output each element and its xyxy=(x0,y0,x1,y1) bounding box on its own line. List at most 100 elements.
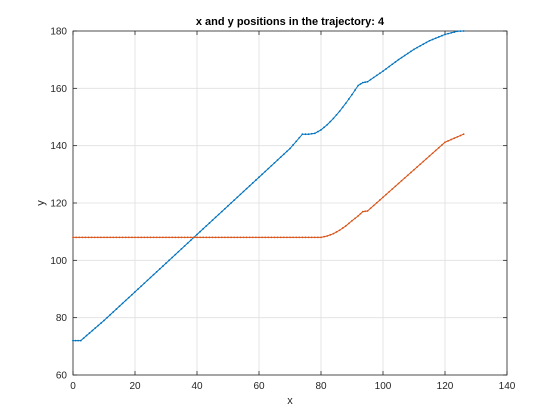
series-2-point xyxy=(236,236,239,239)
series-1-point xyxy=(366,80,369,83)
series-2-point xyxy=(364,210,367,213)
series-1-point xyxy=(369,78,372,81)
series-1-point xyxy=(165,262,167,265)
series-1-point xyxy=(304,133,307,136)
series-1-point xyxy=(220,210,223,213)
series-2-point xyxy=(310,236,313,239)
series-1-point xyxy=(152,273,155,276)
series-2-point xyxy=(248,236,251,239)
ticks: 0 20 40 60 80 100 120 140 60 80 100 120 140 160 180 xyxy=(50,27,515,393)
series-1-point xyxy=(174,253,177,256)
series-2-point xyxy=(255,236,257,239)
series-2-point xyxy=(282,236,285,239)
series-2-point xyxy=(388,190,391,193)
series-1-point xyxy=(217,213,220,216)
series-1-point xyxy=(364,81,367,84)
series-1-point xyxy=(267,167,270,170)
series-1-point xyxy=(230,202,233,204)
series-2-point xyxy=(304,236,307,239)
series-2-point xyxy=(199,236,202,239)
y-tick-label: 160 xyxy=(50,84,67,95)
series-2-point xyxy=(90,236,93,239)
series-1-point xyxy=(124,299,127,302)
series-1-point xyxy=(171,256,174,259)
series-1-point xyxy=(323,126,325,129)
series-1-point xyxy=(385,67,387,70)
series-2-point xyxy=(372,204,375,207)
series-2-point xyxy=(72,236,74,239)
series-2-point xyxy=(189,236,192,239)
series-1-point xyxy=(236,196,239,199)
series-2-point xyxy=(220,236,223,239)
series-2-point xyxy=(434,149,437,152)
series-1-point xyxy=(332,117,335,120)
y-tick-label: 80 xyxy=(56,313,68,324)
series-2-point xyxy=(286,236,288,239)
series-1-point xyxy=(428,39,431,42)
series-1-point xyxy=(103,319,105,322)
series-2-point xyxy=(366,210,369,212)
series-2-point xyxy=(171,236,174,239)
series-2-point xyxy=(100,236,102,239)
series-1-point xyxy=(338,110,341,113)
series-2-point xyxy=(428,155,431,157)
series-2-point xyxy=(103,236,105,239)
series-1-point xyxy=(112,311,115,313)
series-2-point xyxy=(320,236,322,239)
series-2-point xyxy=(419,163,422,166)
series-2-point xyxy=(307,236,310,239)
series-2-point xyxy=(444,141,446,144)
series-2-point xyxy=(276,236,279,239)
series-2-point xyxy=(351,219,353,222)
series-1-point xyxy=(301,133,304,136)
series-1-point xyxy=(258,176,260,179)
series-2-point xyxy=(81,236,84,239)
series-2-point xyxy=(140,236,143,239)
series-1-point xyxy=(273,161,276,164)
series-2-point xyxy=(279,236,282,239)
x-tick-label: 140 xyxy=(499,381,516,392)
series-1-point xyxy=(456,30,459,33)
series-2-point xyxy=(177,236,180,239)
series-2-point xyxy=(357,215,360,217)
series-1-point xyxy=(462,30,465,32)
y-axis-label: y xyxy=(35,200,47,206)
series-1-point xyxy=(400,56,403,59)
series-1-point xyxy=(453,31,456,33)
series-1-point xyxy=(348,98,350,100)
series-2-point xyxy=(338,229,341,232)
series-1-point xyxy=(115,308,118,310)
series-2-point xyxy=(146,236,149,239)
series-2-point xyxy=(301,236,304,239)
series-2-point xyxy=(143,236,146,239)
series-2-point xyxy=(224,236,226,239)
series-2-point xyxy=(391,188,394,190)
series-1-point xyxy=(255,179,257,181)
y-tick-label: 60 xyxy=(56,371,68,382)
series-2-point xyxy=(335,231,338,233)
series-2-point xyxy=(121,236,124,239)
series-1-point xyxy=(162,265,164,267)
series-2-point xyxy=(382,196,384,199)
series-2-point xyxy=(431,152,434,155)
series-2-point xyxy=(369,207,372,210)
series-1-point xyxy=(251,182,254,184)
y-tick-label: 120 xyxy=(50,199,67,210)
series-2-point xyxy=(230,236,233,239)
series-1-point xyxy=(180,247,183,250)
series-1-point xyxy=(444,33,446,36)
series-1-point xyxy=(416,46,418,49)
series-1-point xyxy=(459,30,462,33)
series-2-point xyxy=(422,160,425,163)
series-2-point xyxy=(152,236,155,239)
series-1-point xyxy=(109,313,112,316)
series-2-point xyxy=(93,236,96,239)
series-2-point xyxy=(208,236,211,239)
series-1-point xyxy=(264,170,267,173)
series-2-point xyxy=(242,236,245,239)
series-1-point xyxy=(168,259,171,262)
series-1-point xyxy=(140,285,143,288)
series-1-point xyxy=(79,339,82,342)
series-2-point xyxy=(267,236,270,239)
series-1-point xyxy=(146,279,149,282)
